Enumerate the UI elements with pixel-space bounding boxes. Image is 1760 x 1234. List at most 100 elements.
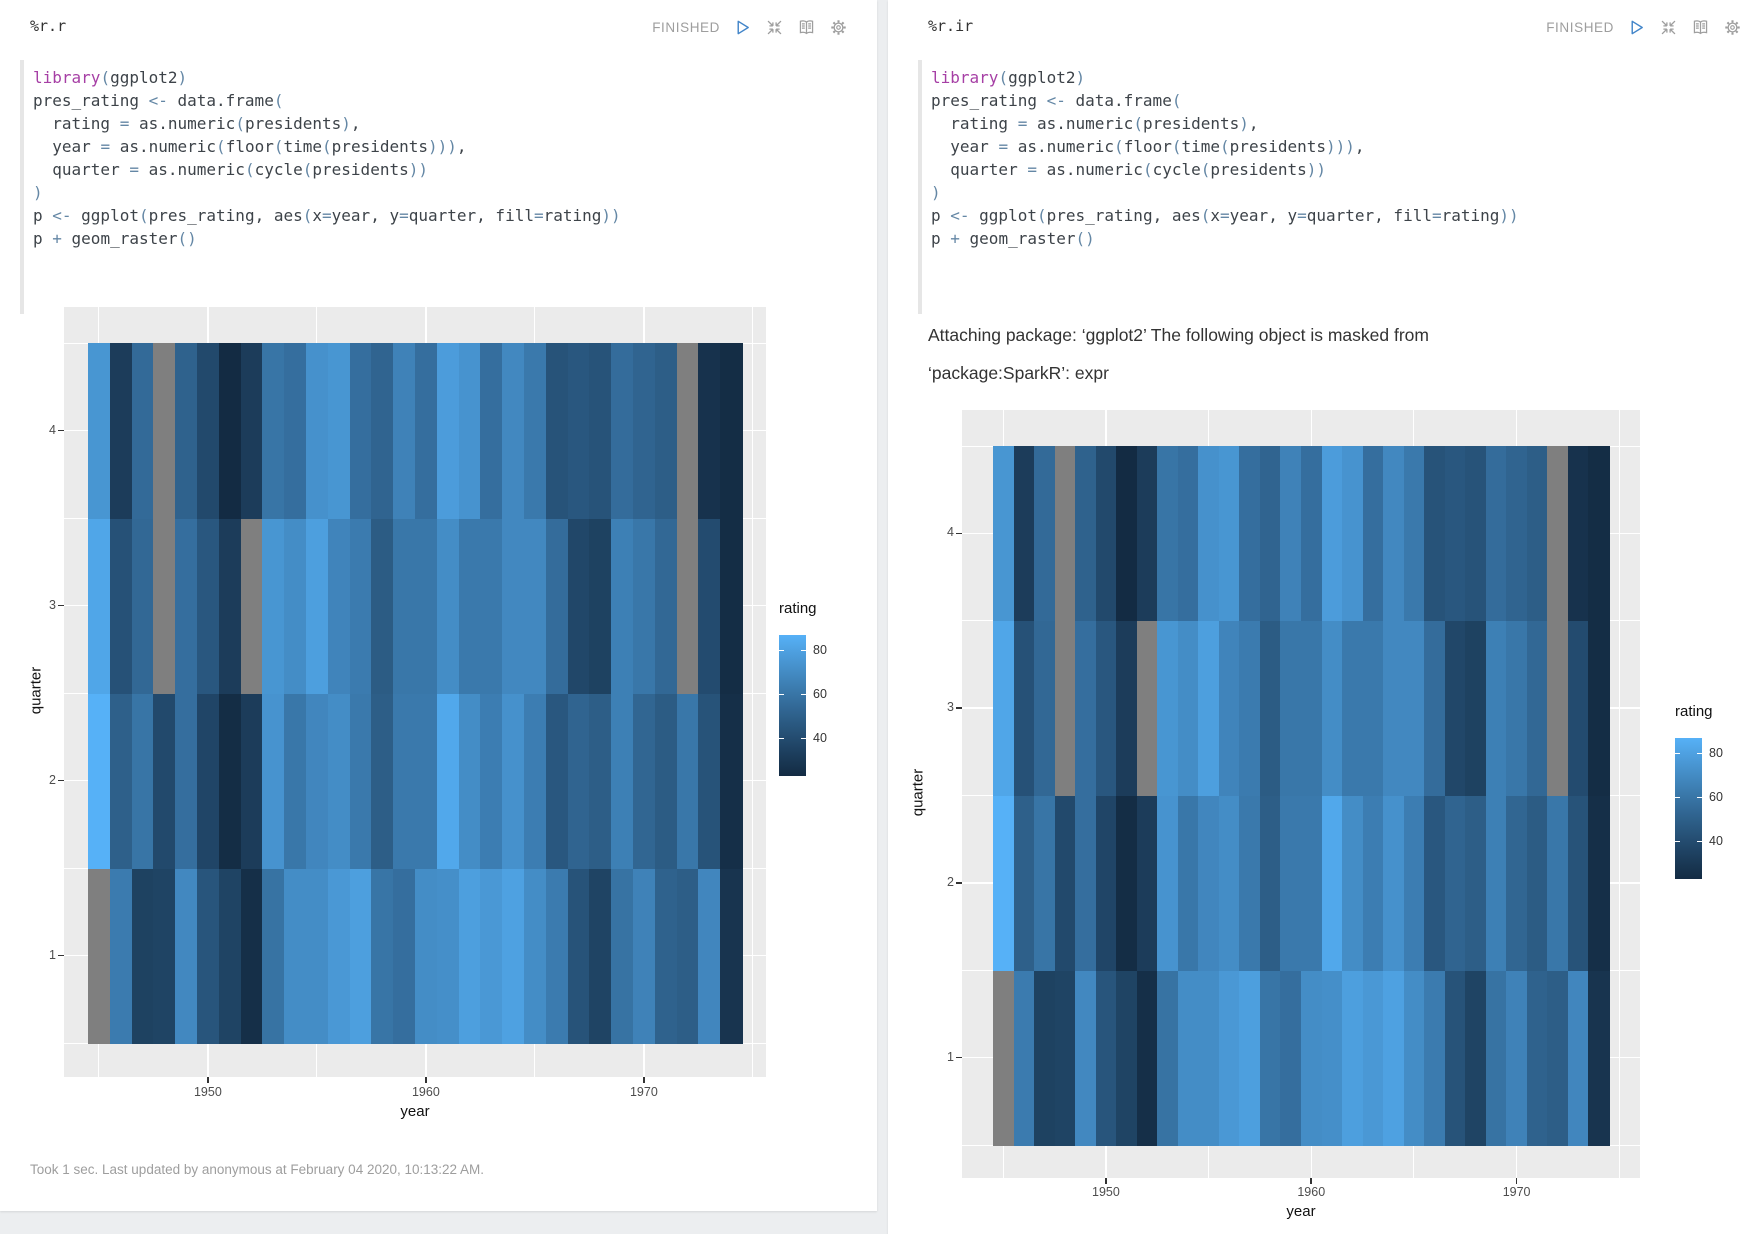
heatmap-cell	[1465, 620, 1487, 797]
code-editor[interactable]: library(ggplot2) pres_rating <- data.fram…	[20, 60, 857, 314]
heatmap-cell	[1034, 446, 1056, 622]
legend-tick	[779, 693, 784, 696]
heatmap-cell	[197, 518, 220, 694]
book-icon[interactable]	[797, 18, 816, 37]
code-token: +	[52, 229, 62, 248]
y-tick	[956, 707, 962, 709]
heatmap-cell	[371, 868, 394, 1044]
play-icon[interactable]	[733, 18, 752, 37]
heatmap-cell	[1321, 446, 1343, 622]
code-token: as.numeric	[1036, 160, 1143, 179]
code-token: as.numeric	[138, 160, 245, 179]
code-token: p	[931, 229, 951, 248]
code-token: )))	[428, 137, 457, 156]
heatmap-cell	[1198, 795, 1220, 971]
code-token: floor	[225, 137, 274, 156]
code-token: data.frame	[167, 91, 274, 110]
code-token: (	[1114, 137, 1124, 156]
heatmap-cell	[1403, 795, 1425, 971]
code-token: =	[1017, 114, 1028, 133]
code-token: rating	[33, 114, 120, 133]
code-token: =	[1431, 206, 1442, 225]
heatmap-cell	[1136, 446, 1158, 622]
gear-icon[interactable]	[829, 18, 848, 37]
heatmap-cell	[1116, 446, 1138, 622]
status-badge: FINISHED	[1546, 20, 1614, 35]
plot-panel	[64, 307, 766, 1077]
heatmap-cell	[1034, 970, 1056, 1146]
code-token: (	[998, 68, 1009, 87]
y-tick-label: 1	[947, 1049, 954, 1064]
heatmap-cell	[502, 518, 525, 694]
heatmap-cell	[1362, 795, 1384, 971]
heatmap-cell	[1485, 446, 1507, 622]
heatmap-cell	[567, 868, 590, 1044]
code-token: (	[302, 160, 313, 179]
heatmap-cell	[1444, 620, 1466, 797]
y-tick	[58, 604, 64, 607]
code-token: rating	[931, 114, 1018, 133]
heatmap-cell	[524, 343, 547, 519]
heatmap-cell	[1485, 620, 1507, 797]
legend-tick	[1675, 840, 1680, 843]
heatmap-cell	[698, 868, 721, 1044]
legend-tick	[1675, 796, 1680, 799]
heatmap-cell	[240, 693, 263, 869]
code-token: )	[33, 183, 43, 202]
code-token: =	[1027, 160, 1037, 179]
heatmap-cell	[284, 693, 307, 869]
code-line: library(ggplot2)	[33, 66, 857, 89]
heatmap-cell	[1588, 620, 1610, 797]
heatmap-cell	[1259, 795, 1282, 971]
code-editor[interactable]: library(ggplot2) pres_rating <- data.fram…	[918, 60, 1740, 314]
collapse-icon[interactable]	[765, 18, 784, 37]
heatmap-cell	[1013, 795, 1035, 971]
heatmap-cell	[720, 693, 743, 869]
code-token: (	[1133, 114, 1143, 133]
gear-icon[interactable]	[1723, 18, 1742, 37]
code-token: =	[322, 206, 332, 225]
code-token: ))	[1499, 206, 1519, 225]
y-tick	[58, 429, 64, 432]
code-token: geom_raster	[959, 229, 1076, 248]
code-line: pres_rating <- data.frame(	[33, 89, 857, 112]
heatmap-cell	[480, 343, 503, 519]
heatmap-cell	[1444, 795, 1466, 971]
heatmap-cell	[349, 518, 372, 694]
code-token: =	[533, 206, 544, 225]
heatmap-cell	[306, 518, 329, 694]
code-line: p + geom_raster()	[33, 227, 857, 250]
heatmap-cell	[1588, 970, 1610, 1146]
play-icon[interactable]	[1627, 18, 1646, 37]
heatmap-cell	[262, 693, 285, 869]
code-token: as.numeric	[1027, 114, 1134, 133]
heatmap-cell	[1403, 620, 1425, 797]
y-tick-label: 2	[947, 874, 954, 889]
heatmap-cell	[545, 518, 569, 694]
x-tick-label: 1950	[193, 1085, 222, 1099]
code-line: year = as.numeric(floor(time(presidents)…	[33, 135, 857, 158]
code-token: (	[273, 137, 284, 156]
legend-tick	[1697, 796, 1702, 799]
y-tick	[58, 954, 64, 957]
code-token: quarter, fill	[1306, 206, 1432, 225]
code-token: (	[235, 114, 245, 133]
heatmap-cell	[1034, 795, 1056, 971]
heatmap-cell	[676, 343, 699, 519]
heatmap-cell	[545, 343, 569, 519]
heatmap-cell	[458, 868, 481, 1044]
heatmap-cell	[153, 343, 176, 519]
heatmap-cell	[1177, 970, 1199, 1146]
heatmap-cell	[284, 868, 307, 1044]
code-token: =	[399, 206, 409, 225]
code-token: as.numeric	[1008, 137, 1115, 156]
code-token: ,	[350, 114, 361, 133]
heatmap-cell	[1444, 970, 1466, 1146]
code-token: library	[33, 68, 101, 87]
legend-tick-label: 60	[1709, 789, 1723, 804]
heatmap-cell	[1054, 446, 1076, 622]
heatmap-cell	[284, 518, 307, 694]
heatmap-cell	[1403, 446, 1425, 622]
book-icon[interactable]	[1691, 18, 1710, 37]
collapse-icon[interactable]	[1659, 18, 1678, 37]
